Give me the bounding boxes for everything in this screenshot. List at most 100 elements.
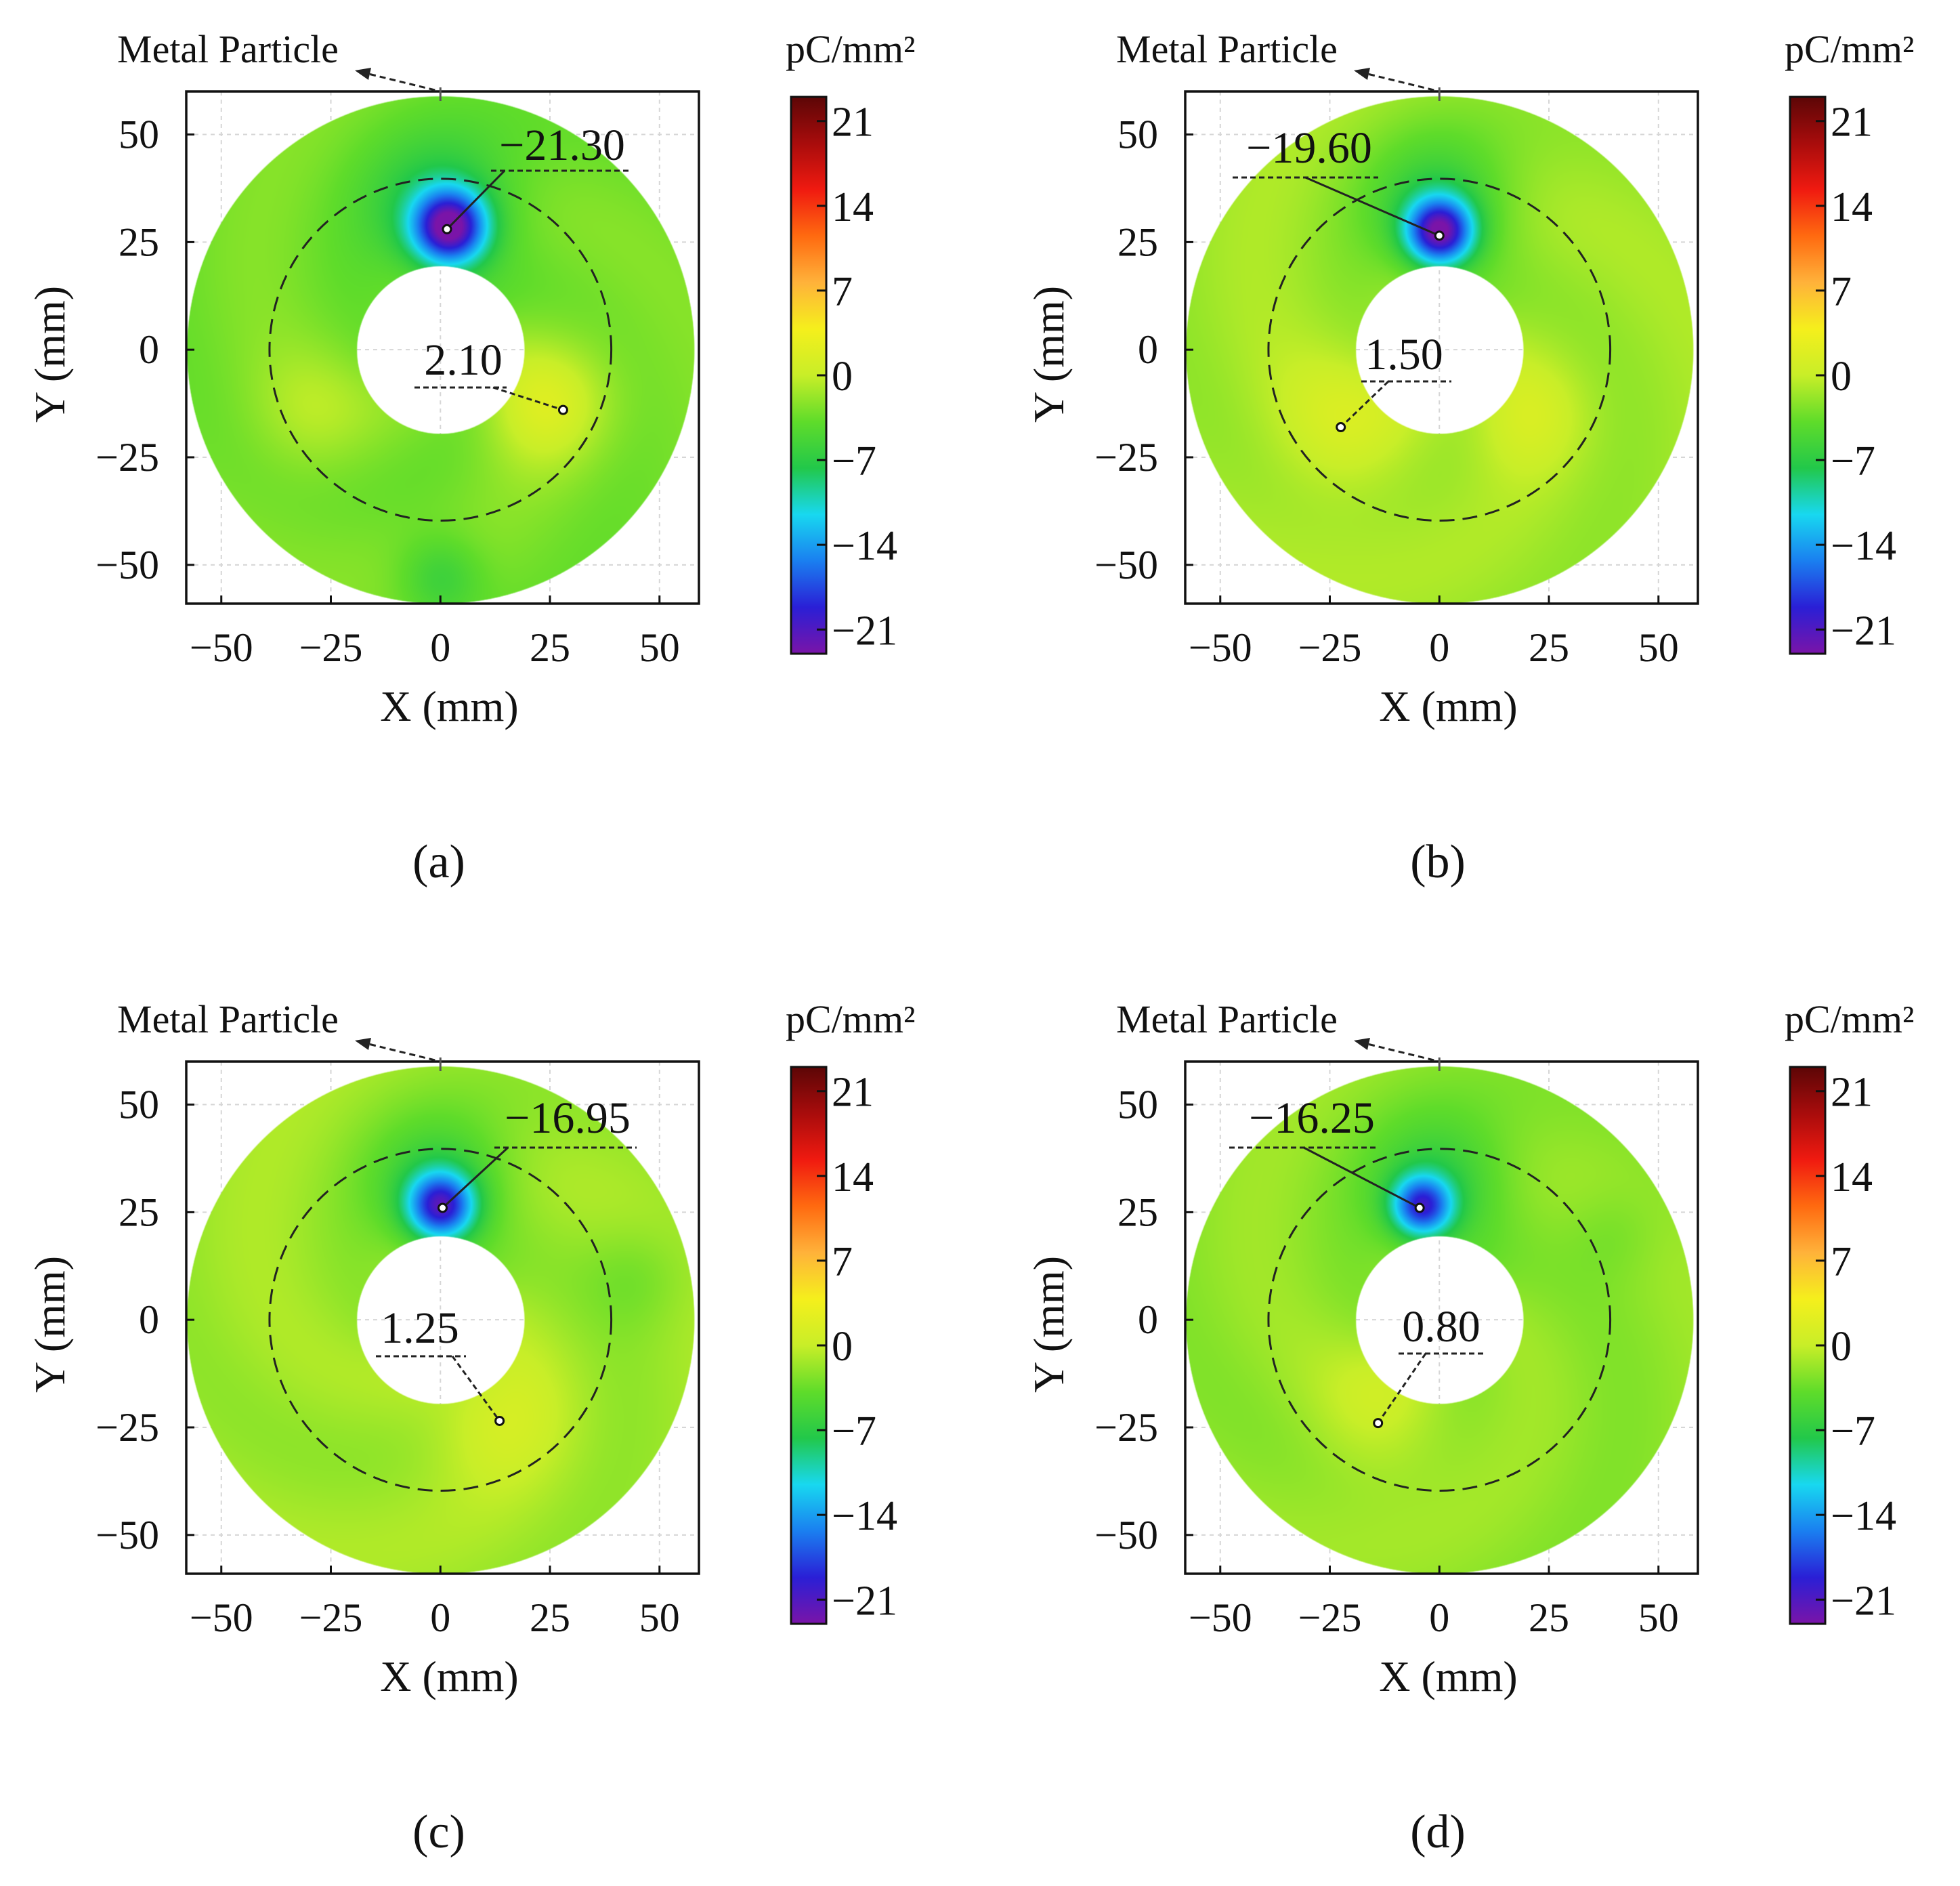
max-value-label: 0.80	[1402, 1302, 1480, 1351]
y-tick-label: 50	[119, 1083, 159, 1127]
panel-a: −50 −25 0 25 50 50 25 0 −25 −50 X (mm) Y (mm) Metal …	[26, 27, 915, 888]
x-tick-label: −50	[190, 1595, 253, 1640]
annotation-leader	[492, 386, 563, 411]
colorbar-tick-label: −14	[1831, 1493, 1896, 1539]
min-value-label: −16.95	[505, 1093, 631, 1143]
x-tick-label: 0	[430, 1595, 450, 1640]
annotation-leader	[1377, 1353, 1427, 1424]
annotation-marker	[442, 224, 452, 234]
colorbar-tick-label: 14	[832, 1154, 874, 1200]
plot-frame	[1184, 90, 1699, 605]
annotation-leader	[451, 1356, 500, 1422]
x-tick-label: −50	[190, 625, 253, 670]
particle-label: Metal Particle	[1116, 27, 1338, 71]
x-tick-label: −50	[1189, 625, 1252, 670]
x-tick-label: 50	[639, 625, 680, 670]
colorbar-tick-label: −14	[832, 1493, 897, 1539]
y-tick-label: 0	[139, 327, 159, 372]
colorbar-tick-label: 14	[1831, 1154, 1873, 1200]
y-tick-label: 25	[119, 1190, 159, 1234]
y-tick-label: −25	[1094, 1405, 1158, 1450]
panel-b: −50 −25 0 25 50 50 25 0 −25 −50 X (mm) Y (mm) Metal …	[1025, 27, 1914, 888]
max-value-label: 1.25	[381, 1303, 459, 1353]
min-value-label: −21.30	[499, 121, 625, 170]
y-tick-label: 25	[119, 219, 159, 264]
particle-arrowhead	[1354, 68, 1370, 80]
max-value-label: 1.50	[1365, 330, 1443, 379]
x-axis-title: X (mm)	[1379, 1652, 1517, 1700]
x-axis-title: X (mm)	[380, 1652, 518, 1700]
colorbar-tick-label: −14	[832, 523, 897, 569]
y-axis-title: Y (mm)	[1025, 286, 1073, 423]
colorbar-tick-label: 14	[1831, 184, 1873, 230]
annotation-marker	[557, 404, 568, 415]
colorbar-tick-label: 7	[1831, 269, 1852, 315]
particle-label: Metal Particle	[117, 27, 339, 71]
x-tick-label: 50	[639, 1595, 680, 1640]
colorbar-tick-label: −7	[832, 1408, 876, 1454]
particle-arrowhead	[355, 68, 371, 80]
x-tick-label: 0	[430, 625, 450, 670]
annotation-marker	[438, 1202, 448, 1213]
colorbar-unit: pC/mm²	[1785, 27, 1914, 71]
y-tick-label: 50	[1117, 1083, 1158, 1127]
colorbar-tick-label: 7	[1831, 1239, 1852, 1285]
y-tick-label: −25	[95, 1405, 159, 1450]
panel-label: (a)	[412, 836, 465, 888]
panel-d: −50 −25 0 25 50 50 25 0 −25 −50 X (mm) Y (mm) Metal …	[1025, 997, 1914, 1858]
annotation-marker	[1373, 1418, 1384, 1429]
annotation-marker	[1336, 422, 1346, 433]
particle-leader	[365, 72, 435, 91]
y-tick-label: 0	[139, 1297, 159, 1342]
dashed-circle	[1267, 177, 1612, 522]
min-value-label: −16.25	[1249, 1093, 1375, 1143]
y-axis-title: Y (mm)	[26, 1256, 74, 1393]
colorbar-tick-label: −21	[1831, 1578, 1896, 1624]
annotation-leader	[442, 1146, 509, 1209]
particle-leader	[1364, 72, 1434, 91]
x-tick-label: 0	[1429, 1595, 1449, 1640]
x-tick-label: 25	[1529, 1595, 1569, 1640]
x-tick-label: 50	[1638, 1595, 1679, 1640]
x-tick-label: −50	[1189, 1595, 1252, 1640]
colorbar-tick-label: −7	[1831, 438, 1875, 484]
colorbar-tick-label: −21	[832, 1578, 897, 1624]
colorbar-tick-label: 21	[832, 1070, 874, 1116]
colorbar-tick-label: −21	[1831, 608, 1896, 654]
colorbar-tick-label: 14	[832, 184, 874, 230]
particle-arrowhead	[1354, 1038, 1370, 1050]
x-tick-label: 25	[530, 1595, 570, 1640]
y-tick-label: −50	[1094, 543, 1158, 587]
colorbar-tick-label: −21	[832, 608, 897, 654]
x-tick-label: −25	[299, 1595, 363, 1640]
y-tick-label: −25	[95, 435, 159, 480]
colorbar-tick-label: −14	[1831, 523, 1896, 569]
colorbar-unit: pC/mm²	[786, 997, 915, 1041]
x-tick-label: 25	[1529, 625, 1569, 670]
min-value-label: −19.60	[1246, 123, 1372, 173]
annotation-marker	[1414, 1202, 1425, 1213]
plot-frame	[1184, 1060, 1699, 1575]
y-tick-label: −50	[1094, 1513, 1158, 1557]
colorbar-unit: pC/mm²	[786, 27, 915, 71]
plot-frame	[185, 1060, 700, 1575]
annotation-leader	[1304, 176, 1440, 237]
y-tick-label: 0	[1138, 327, 1158, 372]
colorbar-tick-label: 21	[1831, 100, 1873, 146]
x-tick-label: −25	[1298, 1595, 1362, 1640]
annotation-leader	[1303, 1146, 1420, 1209]
colorbar-tick-label: 0	[832, 354, 853, 400]
x-axis-title: X (mm)	[1379, 682, 1517, 730]
colorbar-tick-label: −7	[1831, 1408, 1875, 1454]
colorbar-tick-label: 21	[1831, 1070, 1873, 1116]
y-tick-label: 50	[1117, 112, 1158, 157]
dashed-circle	[268, 1148, 613, 1492]
particle-leader	[365, 1042, 435, 1062]
annotation-marker	[1434, 230, 1445, 241]
plot-frame	[185, 90, 700, 605]
particle-label: Metal Particle	[117, 997, 339, 1041]
y-tick-label: −50	[95, 543, 159, 587]
annotation-leader	[1340, 380, 1390, 428]
y-tick-label: 25	[1117, 219, 1158, 264]
